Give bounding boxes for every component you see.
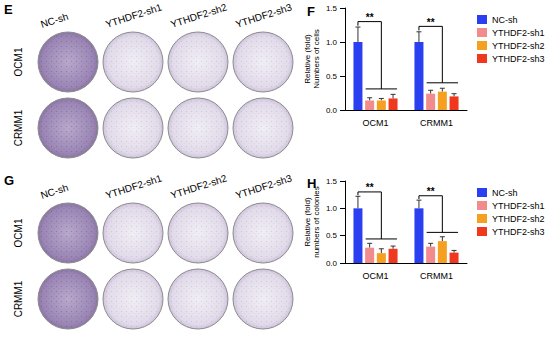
svg-text:YTHDF2-sh3: YTHDF2-sh3 — [234, 1, 293, 30]
svg-text:YTHDF2-sh2: YTHDF2-sh2 — [492, 41, 545, 51]
svg-text:numbers of colonies: numbers of colonies — [312, 186, 321, 258]
svg-text:YTHDF2-sh1: YTHDF2-sh1 — [492, 28, 545, 38]
svg-text:OCM1: OCM1 — [13, 218, 24, 247]
svg-text:CRMM1: CRMM1 — [13, 280, 24, 317]
svg-text:**: ** — [366, 182, 374, 193]
svg-text:Numbers of cells: Numbers of cells — [312, 29, 321, 89]
svg-text:0.5: 0.5 — [326, 72, 338, 81]
svg-text:OCM1: OCM1 — [362, 271, 388, 281]
svg-text:YTHDF2-sh3: YTHDF2-sh3 — [492, 227, 545, 237]
svg-text:Relative (fold): Relative (fold) — [303, 197, 312, 247]
svg-text:Relative (fold): Relative (fold) — [303, 34, 312, 84]
svg-text:0.0: 0.0 — [326, 259, 338, 268]
svg-text:YTHDF2-sh1: YTHDF2-sh1 — [492, 201, 545, 211]
svg-text:0.5: 0.5 — [326, 231, 338, 240]
svg-text:YTHDF2-sh1: YTHDF2-sh1 — [104, 1, 163, 30]
svg-text:**: ** — [427, 17, 435, 28]
svg-text:YTHDF2-sh3: YTHDF2-sh3 — [234, 172, 293, 201]
svg-text:NC-sh: NC-sh — [39, 11, 69, 30]
svg-text:E: E — [4, 2, 13, 17]
svg-text:YTHDF2-sh1: YTHDF2-sh1 — [104, 172, 163, 201]
svg-text:1.5: 1.5 — [326, 177, 338, 186]
svg-text:F: F — [307, 4, 315, 19]
svg-text:**: ** — [366, 12, 374, 23]
svg-text:NC-sh: NC-sh — [492, 15, 518, 25]
svg-text:0.0: 0.0 — [326, 106, 338, 115]
svg-text:NC-sh: NC-sh — [39, 182, 69, 201]
svg-text:CRMM1: CRMM1 — [13, 109, 24, 146]
svg-text:1.0: 1.0 — [326, 38, 338, 47]
svg-text:OCM1: OCM1 — [13, 47, 24, 76]
svg-text:1.5: 1.5 — [326, 4, 338, 13]
svg-text:YTHDF2-sh2: YTHDF2-sh2 — [169, 172, 228, 201]
svg-text:**: ** — [427, 186, 435, 197]
svg-text:H: H — [307, 176, 316, 191]
svg-text:YTHDF2-sh2: YTHDF2-sh2 — [492, 214, 545, 224]
svg-text:1.0: 1.0 — [326, 204, 338, 213]
svg-text:YTHDF2-sh3: YTHDF2-sh3 — [492, 54, 545, 64]
svg-text:OCM1: OCM1 — [362, 118, 388, 128]
svg-text:NC-sh: NC-sh — [492, 188, 518, 198]
svg-text:CRMM1: CRMM1 — [420, 118, 453, 128]
svg-text:CRMM1: CRMM1 — [420, 271, 453, 281]
svg-text:YTHDF2-sh2: YTHDF2-sh2 — [169, 1, 228, 30]
svg-text:G: G — [4, 173, 14, 188]
